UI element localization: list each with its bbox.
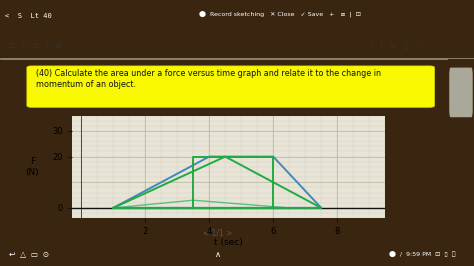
Text: <  S  Lt 40: < S Lt 40 <box>5 13 52 19</box>
FancyBboxPatch shape <box>449 68 473 117</box>
Text: < 1/1 >: < 1/1 > <box>203 228 233 237</box>
Text: ∧: ∧ <box>215 250 221 259</box>
Text: ⬤  Record sketching   ✕ Close   ✓ Save   +   ≡  |  ⊡: ⬤ Record sketching ✕ Close ✓ Save + ≡ | … <box>199 11 361 17</box>
Y-axis label: F
(N): F (N) <box>26 157 39 177</box>
Text: (40) Calculate the area under a force versus time graph and relate it to the cha: (40) Calculate the area under a force ve… <box>36 69 381 89</box>
X-axis label: t (sec): t (sec) <box>214 238 243 247</box>
Text: )   (   ⊡   🎤   ☆: ) ( ⊡ 🎤 ☆ <box>370 41 422 50</box>
FancyBboxPatch shape <box>27 66 435 107</box>
Text: ↩  △  ▭  ⊙: ↩ △ ▭ ⊙ <box>9 250 50 259</box>
Text: ⊡   /   ⊡   I   ⊕: ⊡ / ⊡ I ⊕ <box>9 41 62 50</box>
Text: ⬤  /  9:59 PM  ⊡  ▯  ⬛: ⬤ / 9:59 PM ⊡ ▯ ⬛ <box>389 251 456 257</box>
